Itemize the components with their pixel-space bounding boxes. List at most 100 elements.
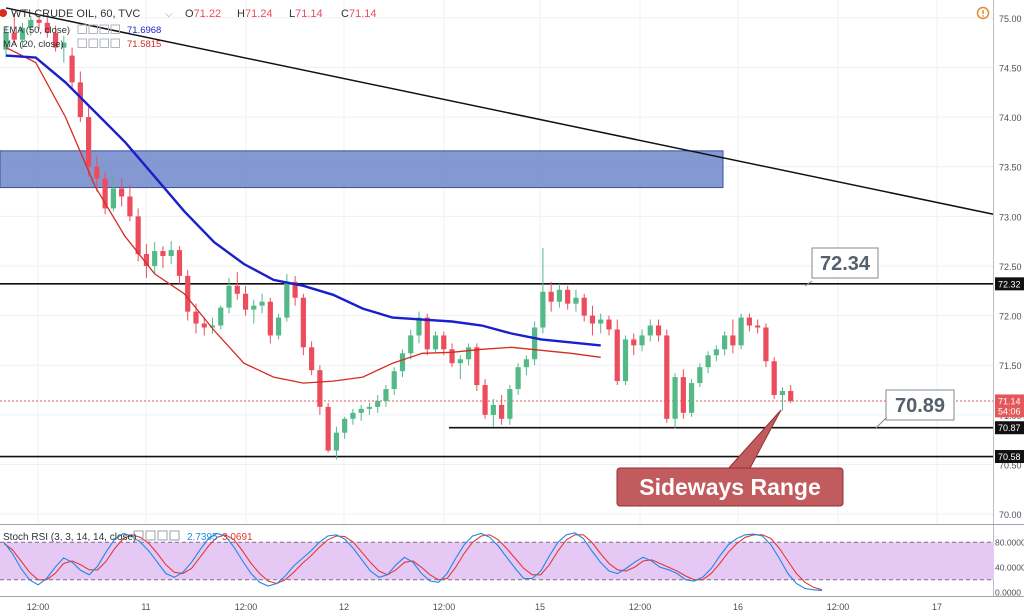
candle [680, 369, 686, 419]
ohlc-value: L71.14 [289, 8, 323, 20]
time-tick-label: 12 [339, 602, 349, 612]
symbol-label[interactable]: WTI CRUDE OIL, 60, TVC [11, 8, 140, 20]
indicator-control-icon[interactable] [77, 38, 87, 48]
candle [705, 351, 711, 374]
candle [490, 398, 496, 427]
price-badge: 72.32 [995, 277, 1024, 291]
candle [218, 305, 224, 330]
range-callout[interactable]: Sideways Range [616, 409, 844, 507]
rsi-more-icon[interactable] [169, 530, 180, 541]
candle [36, 13, 42, 30]
candle [730, 319, 736, 354]
support-callout[interactable]: 70.89 [875, 389, 955, 429]
settings-icon[interactable] [976, 6, 990, 20]
candle [606, 315, 612, 336]
candle [399, 349, 406, 378]
price-badge: 70.58 [995, 450, 1024, 464]
candle [465, 343, 472, 366]
stoch-rsi-pane[interactable]: Stoch RSI (3, 3, 14, 14, close) 2.7395 3… [0, 530, 1024, 597]
candle [333, 426, 339, 460]
indicator-label[interactable]: EMA (50, close) [3, 25, 70, 36]
rsi-k-line [3, 532, 823, 591]
candle [565, 285, 571, 310]
candle [152, 242, 158, 274]
candle [788, 385, 794, 403]
rsi-controls[interactable] [133, 530, 180, 541]
legend-chevron-icon[interactable]: ⌵ [165, 9, 173, 20]
candle [763, 323, 769, 368]
svg-text:71.14: 71.14 [998, 396, 1021, 406]
candle [474, 343, 480, 392]
svg-text:54:06: 54:06 [998, 406, 1021, 416]
rsi-label[interactable]: Stoch RSI (3, 3, 14, 14, close) [3, 532, 136, 543]
candle [292, 275, 298, 306]
candle [449, 343, 455, 368]
candle [507, 385, 513, 425]
indicator-control-icon[interactable] [99, 38, 109, 48]
price-badge: 70.87 [995, 421, 1024, 435]
candle [499, 394, 505, 425]
indicator-control-icon[interactable] [110, 38, 120, 48]
time-axis-ticks: 12:00 11 12:00 12 12:00 15 12:00 16 12:00 17 [27, 602, 942, 612]
candle [69, 47, 75, 90]
ma20-line [5, 47, 601, 384]
candle [441, 331, 447, 356]
ohlc-value: C71.14 [341, 8, 376, 20]
rsi-tick-label: 40.0000 [995, 562, 1024, 572]
price-tick-label: 73.50 [999, 163, 1022, 173]
rsi-close-icon[interactable] [157, 530, 168, 541]
time-tick-label: 12:00 [235, 602, 258, 612]
indicator-control-icon[interactable] [88, 24, 98, 34]
resistance-callout[interactable]: 72.34 [804, 247, 879, 287]
candle [631, 333, 637, 356]
candle [325, 402, 331, 453]
indicator-control-icon[interactable] [77, 24, 87, 34]
price-tick-label: 70.00 [999, 510, 1022, 520]
svg-text:70.58: 70.58 [998, 452, 1021, 462]
candle [119, 178, 125, 207]
candle [44, 17, 50, 38]
time-tick-label: 12:00 [433, 602, 456, 612]
indicator-control-icon[interactable] [110, 24, 120, 34]
trend-line [5, 7, 995, 216]
rsi-axis-ticks: 80.0000 40.0000 0.0000 [995, 537, 1024, 597]
ohlc-value: O71.22 [185, 8, 221, 20]
range-label: Sideways Range [639, 474, 821, 500]
header-legend: WTI CRUDE OIL, 60, TVC ⌵ O71.22 H71.24 L71… [0, 8, 376, 50]
candle [515, 363, 521, 395]
indicator-control-icon[interactable] [99, 24, 109, 34]
rsi-settings-icon[interactable] [145, 530, 156, 541]
candle [11, 12, 17, 44]
rsi-eye-icon[interactable] [133, 530, 144, 541]
candle [556, 283, 563, 308]
candle [242, 285, 249, 316]
candle [309, 341, 315, 376]
ohlc-value: H71.24 [237, 8, 272, 20]
time-tick-label: 12:00 [27, 602, 50, 612]
candle [746, 313, 752, 332]
horizontal-levels [0, 283, 994, 458]
price-tick-label: 73.00 [999, 212, 1022, 222]
symbol-dot-icon [0, 9, 7, 17]
rsi-band [0, 542, 994, 580]
candle [143, 244, 150, 278]
candle [688, 379, 695, 417]
candle [573, 289, 579, 312]
candle [589, 305, 596, 336]
candle [664, 329, 670, 423]
indicator-value: 71.6968 [127, 25, 161, 36]
candle [416, 311, 422, 344]
candle [598, 313, 604, 334]
time-tick-label: 12:00 [629, 602, 652, 612]
ema50-line [5, 54, 601, 347]
indicator-control-icon[interactable] [88, 38, 98, 48]
time-tick-label: 17 [932, 602, 942, 612]
indicator-label[interactable]: MA (20, close) [3, 39, 64, 50]
price-tick-label: 71.50 [999, 361, 1022, 371]
candle [350, 408, 356, 425]
candle [366, 402, 373, 415]
time-tick-label: 15 [535, 602, 545, 612]
candle [432, 331, 439, 354]
